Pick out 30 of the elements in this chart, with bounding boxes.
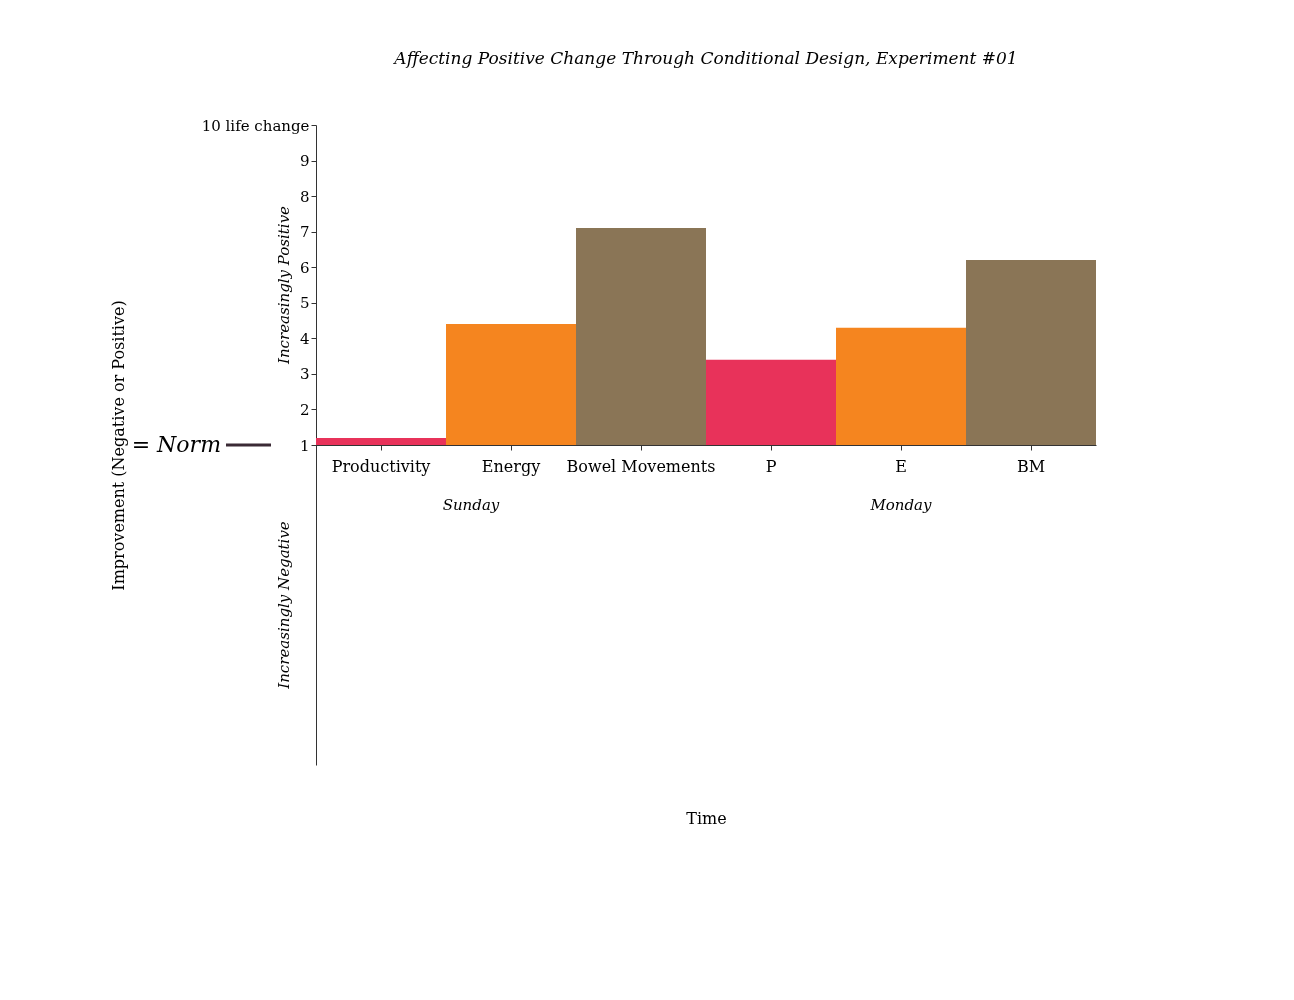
x-tick-label: E xyxy=(895,456,907,476)
annotation: Monday xyxy=(869,496,933,514)
y-tick-label: 8 xyxy=(299,187,310,206)
x-tick-label: P xyxy=(765,456,777,476)
y-tick-label: 1 xyxy=(299,436,310,455)
y-tick-label: 4 xyxy=(299,329,310,348)
x-tick-label: Productivity xyxy=(331,456,431,476)
y-axis-title: Improvement (Negative or Positive) xyxy=(108,300,128,591)
x-axis-title: Time xyxy=(686,808,727,828)
y-tick-label: 3 xyxy=(299,365,310,384)
bar xyxy=(316,437,446,445)
y-tick-label: 7 xyxy=(299,223,310,242)
y-tick-label: 5 xyxy=(299,294,310,313)
y-tick-label: 2 xyxy=(299,400,310,419)
y-tick-label: 9 xyxy=(299,152,310,171)
x-tick-label: Bowel Movements xyxy=(566,456,716,476)
text: Increasingly Positive xyxy=(275,205,293,365)
text: Increasingly Negative xyxy=(275,521,293,690)
bar xyxy=(706,359,836,445)
y-tick-label: 10 life change xyxy=(201,116,310,135)
text: = Norm xyxy=(131,432,221,457)
bar xyxy=(576,228,706,445)
bar xyxy=(446,324,576,445)
x-tick-label: Energy xyxy=(481,456,541,476)
bar xyxy=(966,260,1096,445)
chart-title: Affecting Positive Change Through Conditional Design, Experiment #01 xyxy=(392,48,1018,68)
y-tick-label: 6 xyxy=(299,258,310,277)
x-tick-label: BM xyxy=(1016,456,1046,476)
annotation: Sunday xyxy=(442,496,500,514)
bar xyxy=(836,327,966,445)
